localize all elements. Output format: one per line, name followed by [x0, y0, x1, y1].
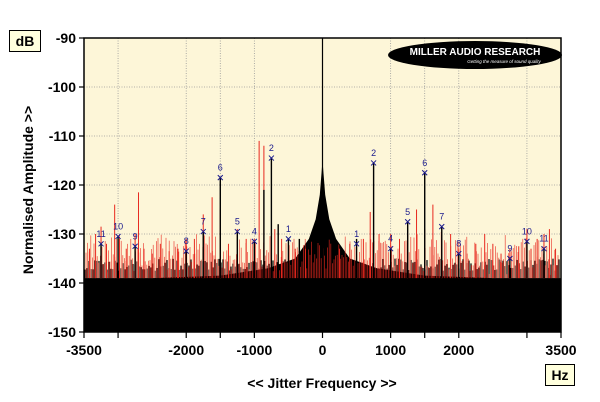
- x-tick-label: -3500: [66, 342, 102, 358]
- x-tick-label: -2000: [168, 342, 204, 358]
- harmonic-marker: [421, 169, 428, 176]
- harmonic-marker: [353, 240, 360, 247]
- harmonic-label: 5: [235, 217, 240, 227]
- harmonic-label: 4: [252, 226, 257, 236]
- miller-audio-research-logo: MILLER AUDIO RESEARCH Getting the measur…: [388, 41, 562, 69]
- harmonic-label: 7: [439, 212, 444, 222]
- harmonic-label: 8: [456, 239, 461, 249]
- harmonic-label: 6: [422, 158, 427, 168]
- harmonic-label: 4: [388, 234, 393, 244]
- y-tick-label: -140: [48, 275, 76, 291]
- harmonic-label: 2: [371, 148, 376, 158]
- y-tick-label: -90: [56, 30, 76, 46]
- harmonic-marker: [234, 228, 241, 235]
- y-tick-label: -130: [48, 226, 76, 242]
- harmonic-label: 7: [201, 217, 206, 227]
- harmonic-label: 10: [522, 226, 532, 236]
- x-tick-label: -1000: [236, 342, 272, 358]
- harmonic-marker: [507, 255, 513, 262]
- harmonic-marker: [438, 223, 445, 230]
- axis-ticks: -90 -100 -110 -120 -130 -140 -150 -3500 -2000 -10…: [48, 30, 577, 358]
- harmonic-label: 1: [286, 224, 291, 234]
- y-tick-label: -110: [49, 128, 76, 144]
- harmonic-marker: [524, 238, 530, 245]
- harmonic-label: 11: [539, 234, 548, 244]
- y-tick-label: -120: [48, 177, 76, 193]
- harmonic-label: 8: [184, 236, 189, 246]
- harmonic-label: 6: [218, 163, 223, 173]
- harmonic-label: 11: [96, 229, 105, 239]
- black-series: [100, 38, 545, 279]
- y-tick-label: -100: [48, 79, 76, 95]
- harmonic-marker: [98, 240, 104, 247]
- y-tick-label: -150: [48, 324, 76, 340]
- harmonic-marker: [455, 250, 462, 257]
- harmonic-marker: [132, 243, 138, 250]
- logo-tagline: Getting the measure of sound quality: [467, 59, 541, 64]
- logo-ellipse: [388, 41, 562, 69]
- harmonic-marker: [251, 238, 258, 245]
- harmonic-label: 9: [507, 244, 512, 254]
- harmonic-marker: [285, 236, 292, 242]
- harmonic-label: 5: [405, 207, 410, 217]
- harmonic-label: 1: [354, 229, 359, 239]
- harmonic-marker: [217, 174, 224, 181]
- x-unit-label: Hz: [545, 364, 575, 386]
- x-tick-label: 1000: [375, 342, 406, 358]
- harmonic-marker: [404, 218, 411, 225]
- harmonic-marker: [115, 233, 121, 240]
- x-tick-label: 3500: [545, 342, 576, 358]
- harmonic-marker: [200, 228, 207, 235]
- harmonic-label: 9: [133, 231, 138, 241]
- harmonic-label: 10: [113, 221, 123, 231]
- harmonic-marker: [387, 245, 394, 252]
- harmonic-marker: [541, 245, 547, 252]
- harmonic-marker: [268, 155, 275, 161]
- logo-text: MILLER AUDIO RESEARCH: [409, 47, 541, 58]
- x-axis-title: << Jitter Frequency >>: [247, 375, 397, 391]
- x-tick-label: 0: [319, 342, 327, 358]
- y-unit-label: dB: [9, 30, 41, 52]
- harmonic-label: 2: [269, 143, 274, 153]
- harmonic-marker: [370, 160, 377, 166]
- harmonic-marker: [183, 248, 190, 255]
- x-tick-label: 2000: [443, 342, 474, 358]
